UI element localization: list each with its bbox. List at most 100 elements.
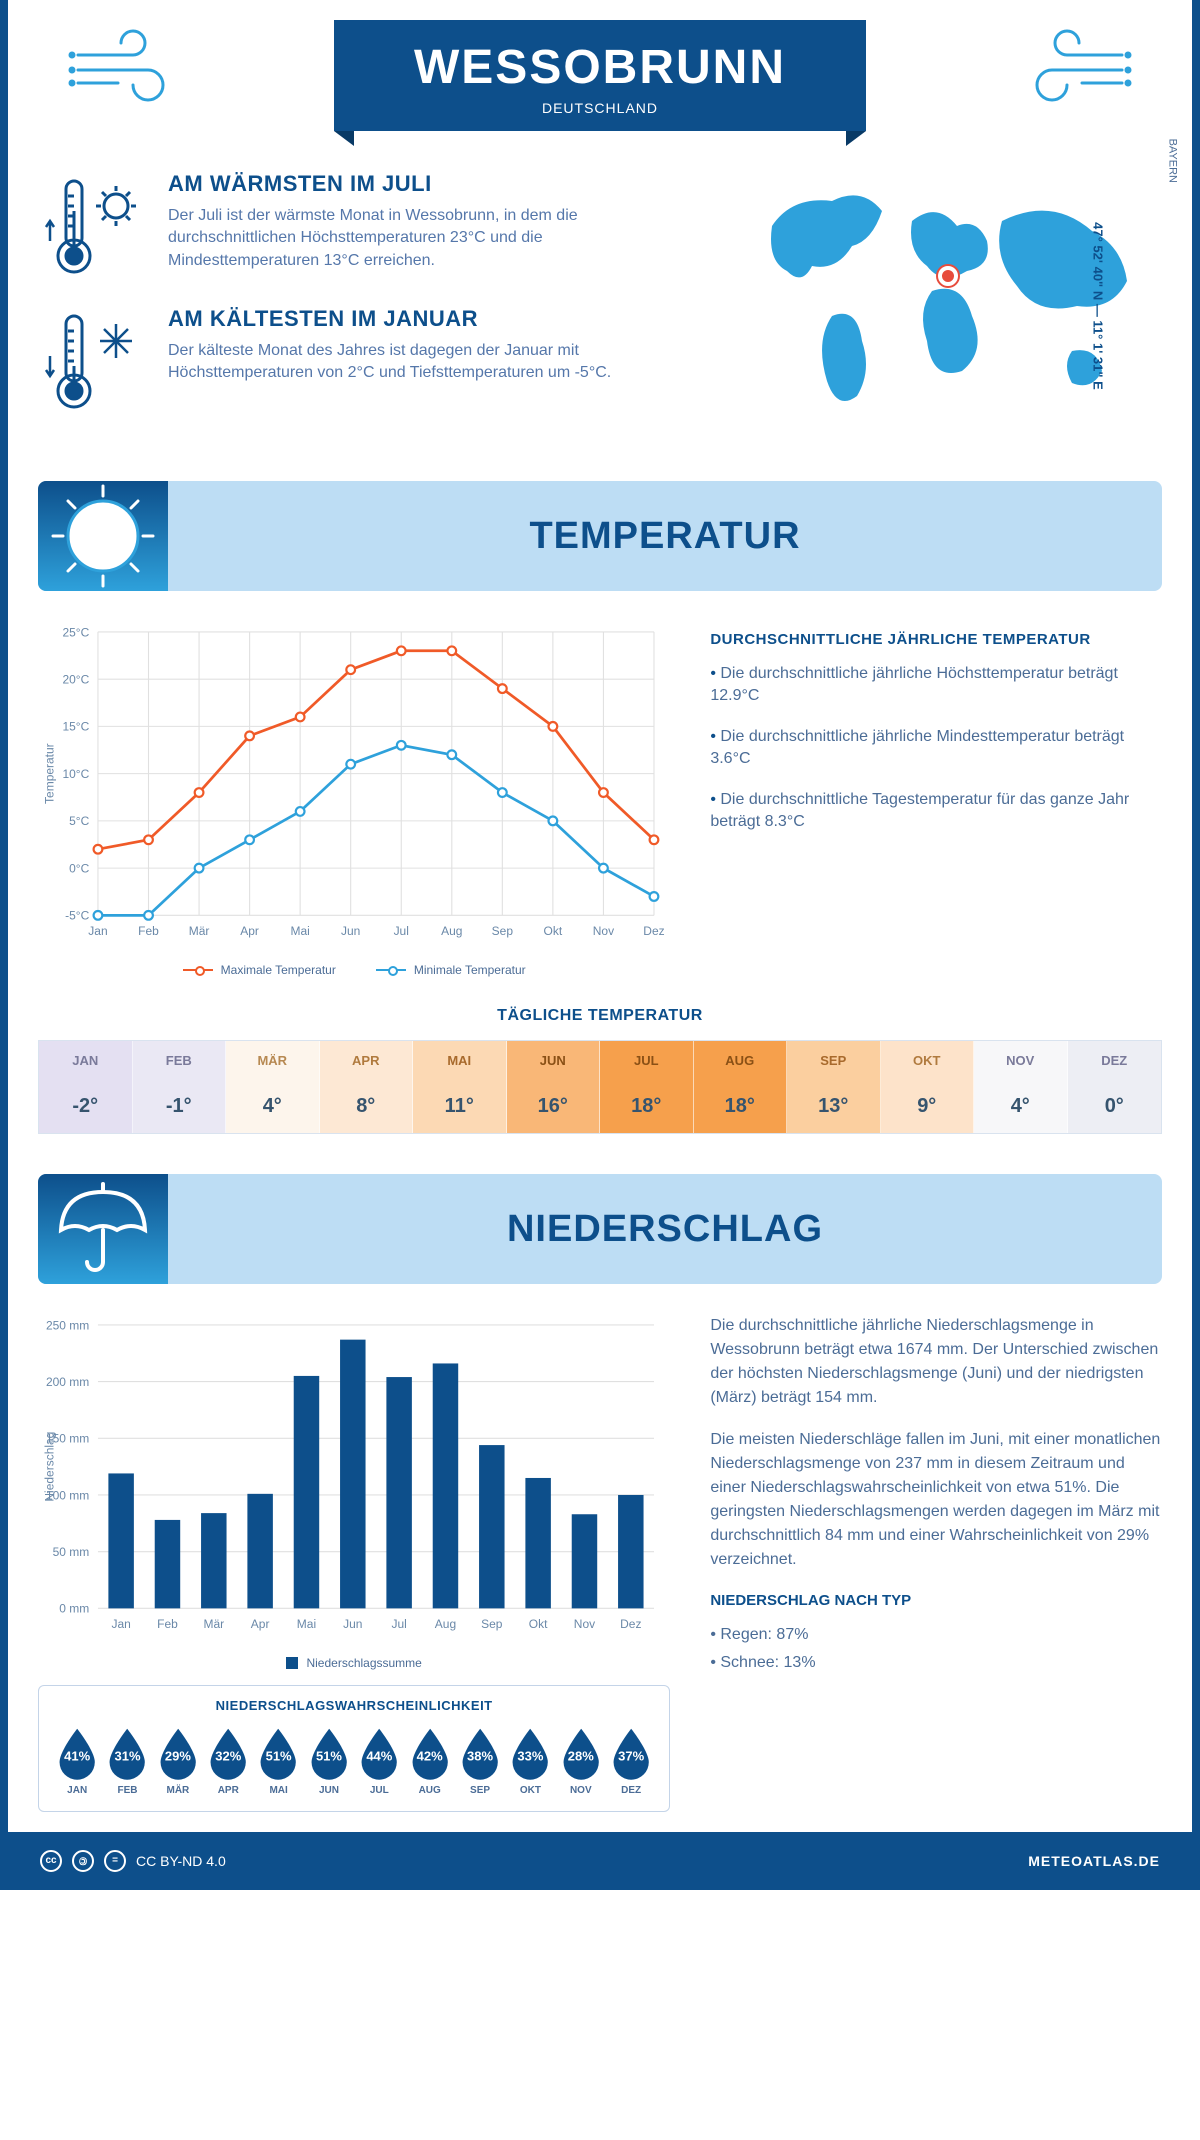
svg-text:Aug: Aug xyxy=(441,924,462,938)
raindrop-icon: 42% xyxy=(407,1725,453,1781)
svg-text:Niederschlag: Niederschlag xyxy=(42,1432,56,1502)
precip-text-aside: Die durchschnittliche jährliche Niedersc… xyxy=(710,1314,1162,1812)
svg-text:Aug: Aug xyxy=(435,1617,456,1631)
prob-month-label: APR xyxy=(205,1785,251,1796)
svg-text:Jul: Jul xyxy=(391,1617,406,1631)
prob-month-label: NOV xyxy=(558,1785,604,1796)
temp-stats-title: DURCHSCHNITTLICHE JÄHRLICHE TEMPERATUR xyxy=(710,631,1162,648)
daily-month-label: MAI xyxy=(413,1041,506,1080)
svg-text:Okt: Okt xyxy=(529,1617,548,1631)
prob-month-label: JUL xyxy=(356,1785,402,1796)
daily-temp-cell: NOV4° xyxy=(974,1041,1068,1133)
svg-text:Dez: Dez xyxy=(620,1617,641,1631)
prob-month-label: MÄR xyxy=(155,1785,201,1796)
daily-month-label: DEZ xyxy=(1068,1041,1162,1080)
precip-bar-chart: 0 mm50 mm100 mm150 mm200 mm250 mmNieders… xyxy=(38,1314,670,1670)
world-map: BAYERN 47° 52' 40" N — 11° 1' 31" E xyxy=(722,171,1162,441)
svg-text:Jun: Jun xyxy=(341,924,360,938)
prob-drop-cell: 41% JAN xyxy=(54,1725,100,1796)
prob-month-label: JAN xyxy=(54,1785,100,1796)
nd-icon: = xyxy=(104,1850,126,1872)
prob-month-label: MAI xyxy=(255,1785,301,1796)
svg-text:Sep: Sep xyxy=(492,924,514,938)
svg-text:0 mm: 0 mm xyxy=(59,1602,89,1616)
svg-text:Jun: Jun xyxy=(343,1617,362,1631)
prob-drop-cell: 29%MÄR xyxy=(155,1725,201,1796)
coldest-title: AM KÄLTESTEN IM JANUAR xyxy=(168,306,682,332)
page-header: WESSOBRUNN DEUTSCHLAND xyxy=(38,0,1162,131)
daily-temp-value: 8° xyxy=(320,1080,413,1133)
daily-temp-value: 16° xyxy=(507,1080,600,1133)
thermometer-snow-icon xyxy=(38,306,148,416)
svg-text:Mär: Mär xyxy=(203,1617,224,1631)
raindrop-icon: 41% xyxy=(54,1725,100,1781)
svg-text:Dez: Dez xyxy=(643,924,664,938)
daily-temp-value: 4° xyxy=(974,1080,1067,1133)
daily-month-label: SEP xyxy=(787,1041,880,1080)
daily-temp-cell: AUG18° xyxy=(694,1041,788,1133)
precip-probability-box: NIEDERSCHLAGSWAHRSCHEINLICHKEIT 41%JAN31… xyxy=(38,1685,670,1812)
raindrop-icon: 28% xyxy=(558,1725,604,1781)
svg-text:Temperatur: Temperatur xyxy=(42,743,56,804)
prob-month-label: JUN xyxy=(306,1785,352,1796)
daily-month-label: AUG xyxy=(694,1041,787,1080)
prob-month-label: DEZ xyxy=(608,1785,654,1796)
svg-text:Okt: Okt xyxy=(544,924,563,938)
svg-text:25°C: 25°C xyxy=(62,625,89,639)
svg-text:200 mm: 200 mm xyxy=(46,1375,89,1389)
raindrop-icon: 44% xyxy=(356,1725,402,1781)
precip-type-item: • Schnee: 13% xyxy=(710,1651,1162,1675)
prob-month-label: FEB xyxy=(104,1785,150,1796)
temperature-section-banner: TEMPERATUR xyxy=(38,481,1162,591)
precip-section-title: NIEDERSCHLAG xyxy=(168,1208,1162,1251)
temperature-stats-aside: DURCHSCHNITTLICHE JÄHRLICHE TEMPERATUR D… xyxy=(710,621,1162,977)
svg-text:Nov: Nov xyxy=(574,1617,595,1631)
precip-type-item: • Regen: 87% xyxy=(710,1623,1162,1647)
svg-text:5°C: 5°C xyxy=(69,814,89,828)
coldest-text: Der kälteste Monat des Jahres ist dagege… xyxy=(168,340,682,385)
prob-month-label: SEP xyxy=(457,1785,503,1796)
wind-swirl-icon xyxy=(1012,25,1132,105)
daily-temp-value: 9° xyxy=(881,1080,974,1133)
warmest-title: AM WÄRMSTEN IM JULI xyxy=(168,171,682,197)
prob-month-label: AUG xyxy=(407,1785,453,1796)
country-subtitle: DEUTSCHLAND xyxy=(414,100,786,116)
daily-month-label: JAN xyxy=(39,1041,132,1080)
daily-month-label: NOV xyxy=(974,1041,1067,1080)
prob-month-label: OKT xyxy=(507,1785,553,1796)
legend-swatch-icon xyxy=(286,1657,298,1669)
svg-text:Feb: Feb xyxy=(157,1617,178,1631)
sun-icon xyxy=(48,481,158,591)
prob-drop-cell: 28% NOV xyxy=(558,1725,604,1796)
city-title: WESSOBRUNN xyxy=(414,40,786,95)
svg-text:Nov: Nov xyxy=(593,924,614,938)
prob-drop-cell: 32%APR xyxy=(205,1725,251,1796)
license-label: CC BY-ND 4.0 xyxy=(136,1853,226,1869)
precip-type-title: NIEDERSCHLAG NACH TYP xyxy=(710,1590,1162,1613)
daily-temp-cell: DEZ0° xyxy=(1068,1041,1162,1133)
raindrop-icon: 51% xyxy=(306,1725,352,1781)
raindrop-icon: 38% xyxy=(457,1725,503,1781)
daily-temp-value: 0° xyxy=(1068,1080,1162,1133)
svg-text:Jan: Jan xyxy=(88,924,107,938)
svg-text:Jul: Jul xyxy=(394,924,409,938)
svg-text:0°C: 0°C xyxy=(69,861,89,875)
daily-month-label: JUL xyxy=(600,1041,693,1080)
svg-text:Apr: Apr xyxy=(251,1617,270,1631)
temp-chart-legend: Maximale Temperatur Minimale Temperatur xyxy=(38,963,670,977)
svg-text:Mär: Mär xyxy=(189,924,210,938)
daily-temp-cell: FEB-1° xyxy=(133,1041,227,1133)
cc-icon: cc xyxy=(40,1850,62,1872)
daily-month-label: MÄR xyxy=(226,1041,319,1080)
daily-month-label: OKT xyxy=(881,1041,974,1080)
daily-temp-cell: MÄR4° xyxy=(226,1041,320,1133)
prob-title: NIEDERSCHLAGSWAHRSCHEINLICHKEIT xyxy=(54,1698,654,1713)
wind-swirl-icon xyxy=(68,25,188,105)
coords-label: 47° 52' 40" N — 11° 1' 31" E xyxy=(1091,222,1106,390)
temperature-section-title: TEMPERATUR xyxy=(168,515,1162,558)
precip-section-banner: NIEDERSCHLAG xyxy=(38,1174,1162,1284)
daily-temp-value: 11° xyxy=(413,1080,506,1133)
daily-temp-cell: SEP13° xyxy=(787,1041,881,1133)
precip-legend-label: Niederschlagssumme xyxy=(306,1656,421,1670)
svg-text:Jan: Jan xyxy=(111,1617,130,1631)
